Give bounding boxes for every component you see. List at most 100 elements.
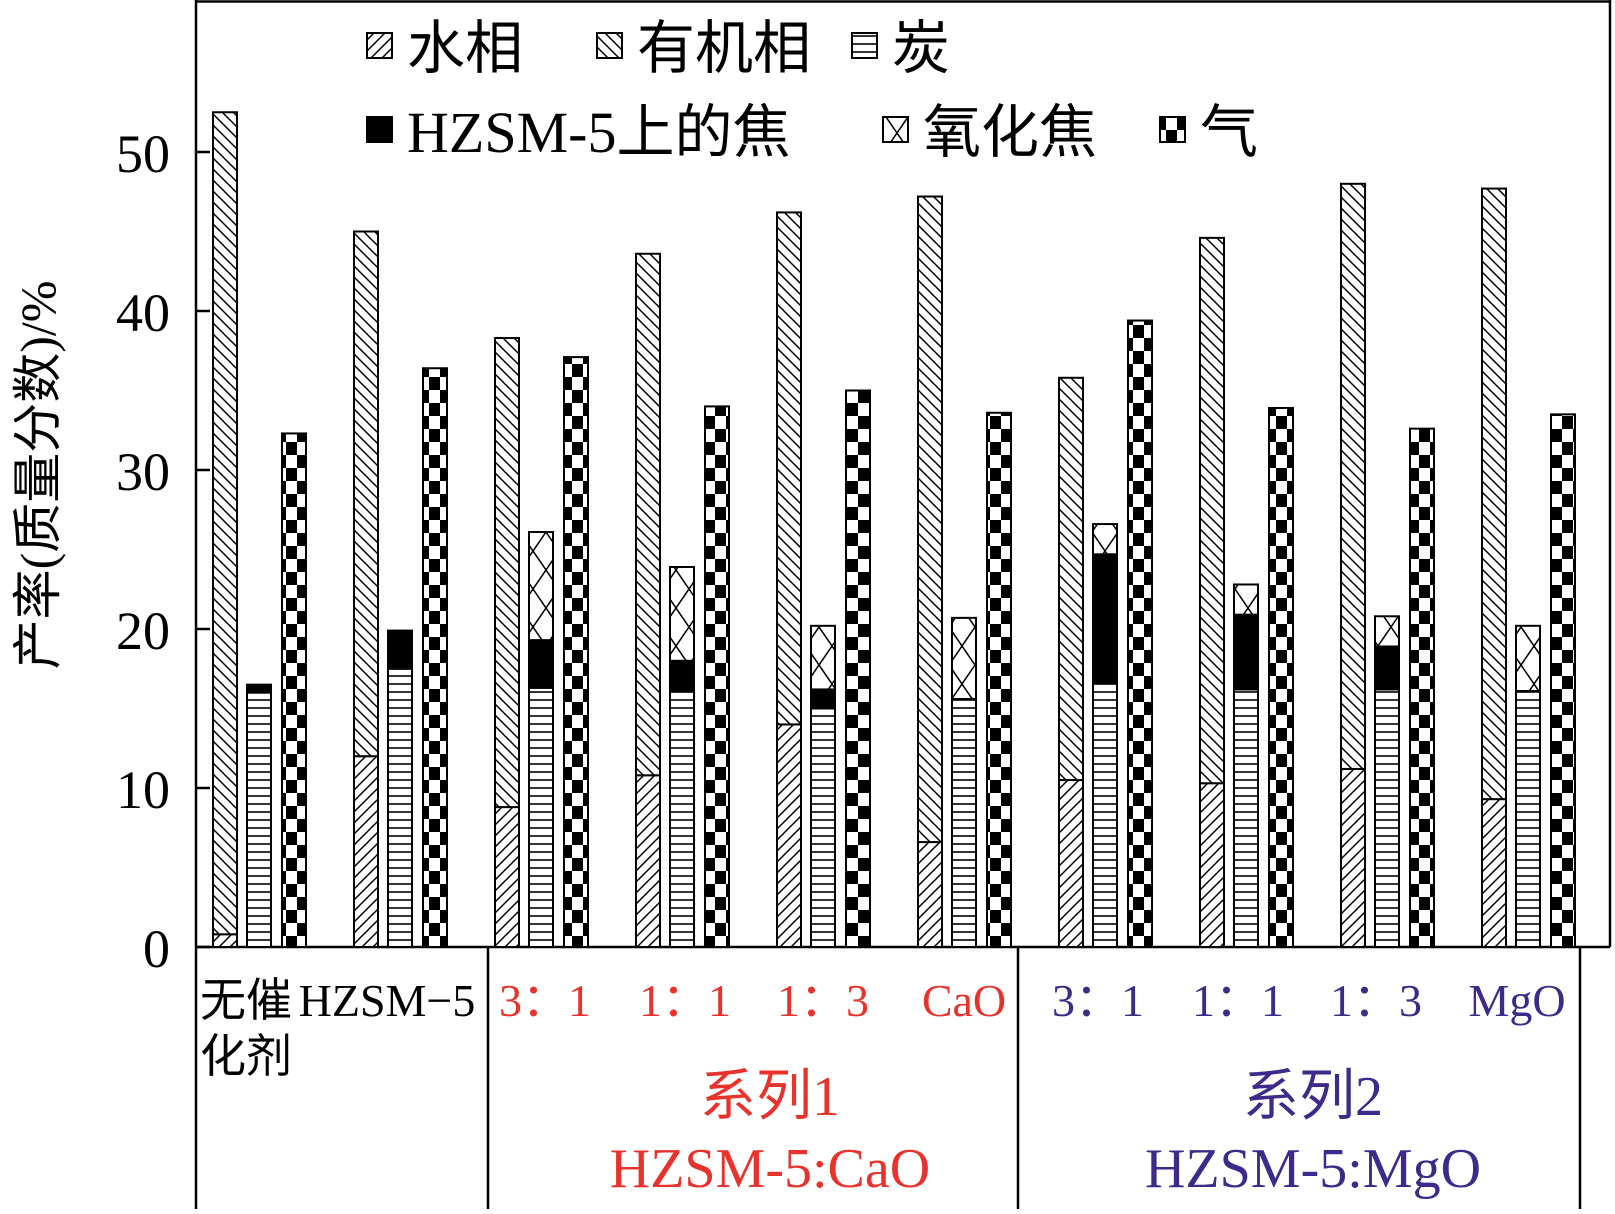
bar-6-aqueous	[917, 841, 943, 948]
bar-group-5	[776, 211, 871, 949]
bar-3-organic	[494, 337, 520, 809]
bar-10-char	[1515, 690, 1541, 949]
bar-3-char	[528, 686, 554, 949]
bar-1-char	[246, 691, 272, 948]
bar-2-char	[387, 667, 413, 948]
bar-group-7	[1058, 319, 1153, 949]
bar-7-char	[1092, 682, 1118, 948]
legend: 水相 有机相 炭 HZSM-5上的焦 氧化焦 气	[366, 16, 1258, 165]
category-label-4: 1：1	[639, 975, 731, 1026]
bar-6-gas	[986, 411, 1012, 948]
series-label-1-line-2: HZSM-5:CaO	[610, 1138, 930, 1200]
bar-9-organic	[1340, 182, 1366, 770]
legend-label-aqueous: 水相	[407, 16, 523, 81]
bar-group-4	[635, 252, 730, 949]
bar-group-3	[494, 337, 589, 949]
bar-group-9	[1340, 182, 1435, 949]
bar-10-gas	[1550, 413, 1576, 949]
bar-4-organic	[635, 252, 661, 777]
category-label-1-line-1: 无催	[200, 975, 292, 1026]
bar-7-organic	[1058, 376, 1084, 782]
bar-4-gas	[704, 405, 730, 948]
bar-2-aqueous	[353, 755, 379, 949]
bar-4-coke-hzsm	[669, 659, 695, 693]
bar-8-coke-oxide	[1233, 583, 1259, 616]
legend-item-char: 炭	[851, 16, 950, 81]
legend-item-organic: 有机相	[596, 16, 811, 81]
legend-label-char: 炭	[892, 16, 950, 81]
bar-9-coke-hzsm	[1374, 645, 1400, 691]
category-label-2: HZSM−5	[299, 975, 476, 1026]
category-label-1-line-2: 化剂	[200, 1031, 292, 1082]
plot-frame	[194, 0, 1612, 1209]
bar-9-gas	[1409, 427, 1435, 949]
bar-1-organic	[212, 111, 238, 936]
legend-label-coke_hzsm: HZSM-5上的焦	[407, 100, 790, 165]
bar-group-8	[1199, 236, 1294, 948]
y-tick-label-30: 30	[116, 442, 170, 502]
bar-9-aqueous	[1340, 767, 1366, 948]
category-label-3: 3：1	[499, 975, 591, 1026]
y-tick-label-10: 10	[116, 760, 170, 820]
y-axis-label: 产率(质量分数)/%	[10, 281, 66, 670]
legend-item-gas: 气	[1159, 100, 1258, 165]
legend-swatch-char	[851, 32, 878, 59]
bar-3-coke-oxide	[528, 531, 554, 642]
bar-2-organic	[353, 230, 379, 758]
category-label-9: 1：3	[1330, 975, 1422, 1026]
bar-4-char	[669, 690, 695, 949]
bar-9-coke-oxide	[1374, 615, 1400, 648]
category-label-5: 1：3	[777, 975, 869, 1026]
bar-8-coke-hzsm	[1233, 613, 1259, 691]
y-axis: 0 10 20 30 40 50 产率(质量分数)/%	[10, 124, 210, 979]
legend-label-coke_oxide: 氧化焦	[923, 100, 1097, 165]
bar-7-coke-oxide	[1092, 523, 1118, 556]
bar-7-gas	[1127, 319, 1153, 949]
bar-6-coke-oxide	[951, 616, 977, 700]
bar-5-organic	[776, 211, 802, 726]
bar-10-coke-oxide	[1515, 624, 1541, 693]
bar-6-char	[951, 697, 977, 949]
bar-5-coke-oxide	[810, 624, 836, 691]
series-label-2-line-2: HZSM-5:MgO	[1145, 1138, 1481, 1200]
bar-6-organic	[917, 195, 943, 844]
category-label-8: 1：1	[1192, 975, 1284, 1026]
bar-1-gas	[281, 432, 307, 948]
y-tick-label-50: 50	[116, 124, 170, 184]
bar-7-coke-hzsm	[1092, 553, 1118, 685]
series-label-2-line-1: 系列2	[1243, 1066, 1383, 1128]
bar-4-aqueous	[635, 774, 661, 949]
series-label-1-line-1: 系列1	[700, 1066, 840, 1128]
bar-8-aqueous	[1199, 782, 1225, 948]
bar-1-aqueous	[212, 933, 238, 949]
bar-group-2	[353, 230, 448, 949]
legend-item-coke_hzsm: HZSM-5上的焦	[366, 100, 790, 165]
bar-5-char	[810, 707, 836, 948]
bar-4-coke-oxide	[669, 565, 695, 662]
bar-8-organic	[1199, 236, 1225, 785]
category-label-7: 3：1	[1052, 975, 1144, 1026]
bar-2-gas	[422, 367, 448, 948]
bar-8-gas	[1268, 406, 1294, 948]
legend-swatch-organic	[596, 32, 623, 59]
bar-8-char	[1233, 688, 1259, 948]
bar-3-gas	[563, 356, 589, 948]
bar-5-coke-hzsm	[810, 688, 836, 710]
legend-swatch-gas	[1159, 116, 1186, 143]
bars-layer	[212, 111, 1576, 949]
bar-10-organic	[1481, 187, 1507, 801]
bar-7-aqueous	[1058, 779, 1084, 948]
legend-swatch-aqueous	[366, 32, 393, 59]
legend-swatch-coke_oxide	[882, 116, 909, 143]
bar-9-char	[1374, 688, 1400, 948]
legend-swatch-coke_hzsm	[366, 116, 393, 143]
bar-group-10	[1481, 187, 1576, 949]
bar-group-1	[212, 111, 307, 949]
legend-label-gas: 气	[1200, 100, 1258, 165]
y-tick-label-40: 40	[116, 283, 170, 343]
bar-2-coke-hzsm	[387, 629, 413, 670]
bar-5-aqueous	[776, 723, 802, 949]
